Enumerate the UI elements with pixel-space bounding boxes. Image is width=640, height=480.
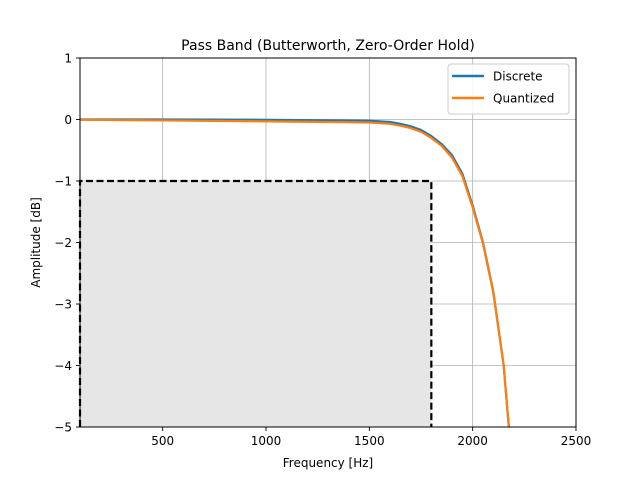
spec-region — [78, 179, 433, 427]
x-axis-label: Frequency [Hz] — [283, 456, 374, 470]
y-tick-label: −2 — [54, 236, 72, 250]
y-tick-label: −1 — [54, 175, 72, 189]
x-tick-label: 2500 — [561, 434, 592, 448]
legend-label-quantized: Quantized — [493, 92, 554, 106]
legend: Discrete Quantized — [447, 63, 570, 115]
x-axis-ticks: 500 1000 1500 2000 2500 — [151, 427, 591, 448]
legend-label-discrete: Discrete — [493, 70, 543, 84]
y-tick-label: −5 — [54, 421, 72, 435]
y-tick-label: −3 — [54, 298, 72, 312]
chart-title: Pass Band (Butterworth, Zero-Order Hold) — [181, 38, 475, 54]
series-line-quantized — [80, 118, 510, 427]
y-tick-label: 1 — [64, 52, 72, 66]
x-tick-label: 1000 — [251, 434, 282, 448]
y-tick-label: −4 — [54, 359, 72, 373]
y-axis-label: Amplitude [dB] — [29, 197, 43, 288]
spec-region-border — [78, 179, 433, 427]
x-tick-label: 500 — [151, 434, 174, 448]
x-tick-label: 1500 — [354, 434, 385, 448]
y-tick-label: 0 — [64, 113, 72, 127]
spec-region-fill — [80, 181, 432, 427]
y-axis-ticks: −5 −4 −3 −2 −1 0 1 — [54, 52, 80, 435]
x-tick-label: 2000 — [457, 434, 488, 448]
series-lines — [80, 118, 510, 427]
